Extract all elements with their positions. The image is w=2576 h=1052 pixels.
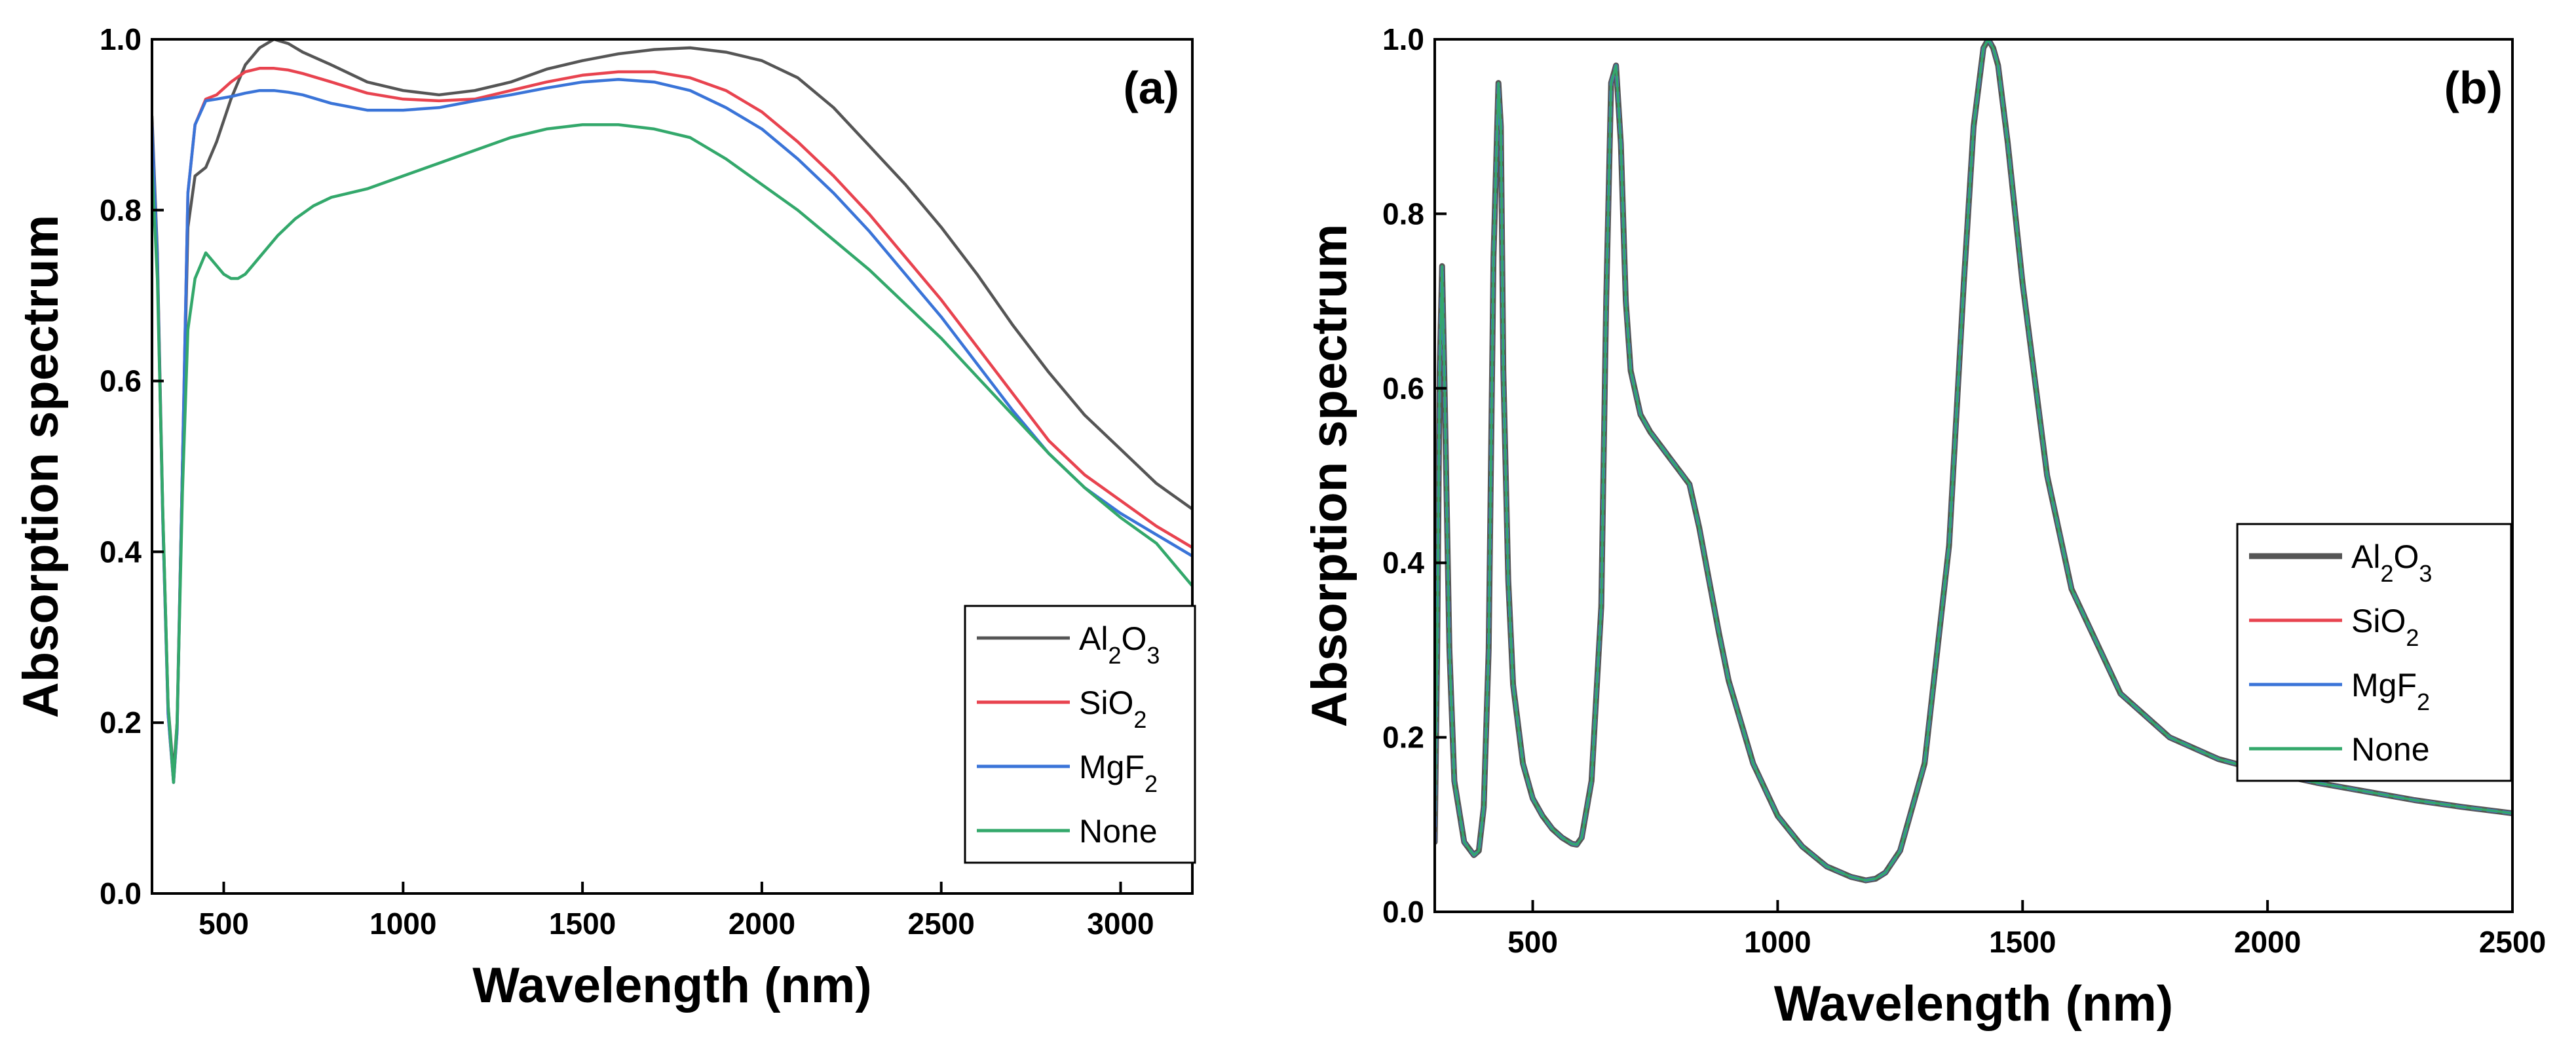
series-group (1435, 39, 2512, 884)
y-axis-title: Absorption spectrum (13, 215, 69, 719)
plot-frame (1433, 38, 2514, 913)
legend-box (2236, 523, 2512, 782)
y-tick-label: 1.0 (1382, 22, 1424, 56)
legend-label-sio2: SiO2 (1079, 685, 1146, 733)
x-axis-title: Wavelength (nm) (1774, 976, 2173, 1032)
legend-label-sio2: SiO2 (2351, 603, 2419, 651)
y-tick-label: 0.0 (100, 876, 142, 911)
x-tick-label: 1000 (369, 907, 436, 941)
series-line-none (1435, 39, 2512, 882)
x-tick-label: 1500 (1989, 925, 2056, 959)
y-tick-label: 0.2 (1382, 721, 1424, 755)
x-tick-label: 2500 (2479, 925, 2546, 959)
y-tick-label: 1.0 (100, 22, 142, 56)
x-tick-label: 500 (199, 907, 249, 941)
y-tick-label: 0.6 (100, 364, 142, 398)
y-tick-label: 0.6 (1382, 371, 1424, 405)
y-tick-label: 0.0 (1382, 895, 1424, 929)
y-tick-label: 0.4 (1382, 546, 1424, 580)
panel-label: (a) (1123, 62, 1179, 113)
x-tick-label: 2000 (2234, 925, 2301, 959)
series-line-mgf2 (152, 78, 1192, 784)
series-line-none (152, 123, 1192, 784)
legend-label-mgf2: MgF2 (2351, 667, 2430, 715)
panel-a: 500 1000 1500 2000 2500 3000 0.0 0.2 0.4 0.6 0.8 1.… (13, 22, 1196, 1013)
x-tick-label: 500 (1507, 925, 1558, 959)
legend: Al2O3 SiO2 MgF2 None (2236, 523, 2512, 782)
y-tick-label: 0.4 (100, 535, 142, 569)
x-tick-label: 2000 (729, 907, 795, 941)
x-tick-label: 1500 (549, 907, 616, 941)
y-axis-title: Absorption spectrum (1302, 224, 1357, 728)
x-tick-label: 1000 (1744, 925, 1811, 959)
legend-label-mgf2: MgF2 (1079, 749, 1158, 797)
legend: Al2O3 SiO2 MgF2 None (964, 605, 1196, 864)
legend-label-al2o3: Al2O3 (1079, 620, 1160, 669)
legend-label-al2o3: Al2O3 (2351, 538, 2432, 587)
panel-label: (b) (2444, 62, 2503, 113)
plot-frame (151, 38, 1194, 895)
x-axis-title: Wavelength (nm) (472, 958, 871, 1013)
legend-box (964, 605, 1196, 864)
y-tick-label: 0.8 (100, 193, 142, 227)
x-tick-label: 2500 (908, 907, 975, 941)
series-group (152, 39, 1192, 784)
panel-b: 500 1000 1500 2000 2500 0.0 0.2 0.4 0.6 0.8 1.0 Wav… (1302, 22, 2546, 1032)
x-tick-label: 3000 (1087, 907, 1154, 941)
legend-label-none: None (2351, 731, 2430, 768)
legend-label-none: None (1079, 813, 1158, 850)
y-tick-label: 0.8 (1382, 197, 1424, 231)
y-tick-label: 0.2 (100, 705, 142, 740)
